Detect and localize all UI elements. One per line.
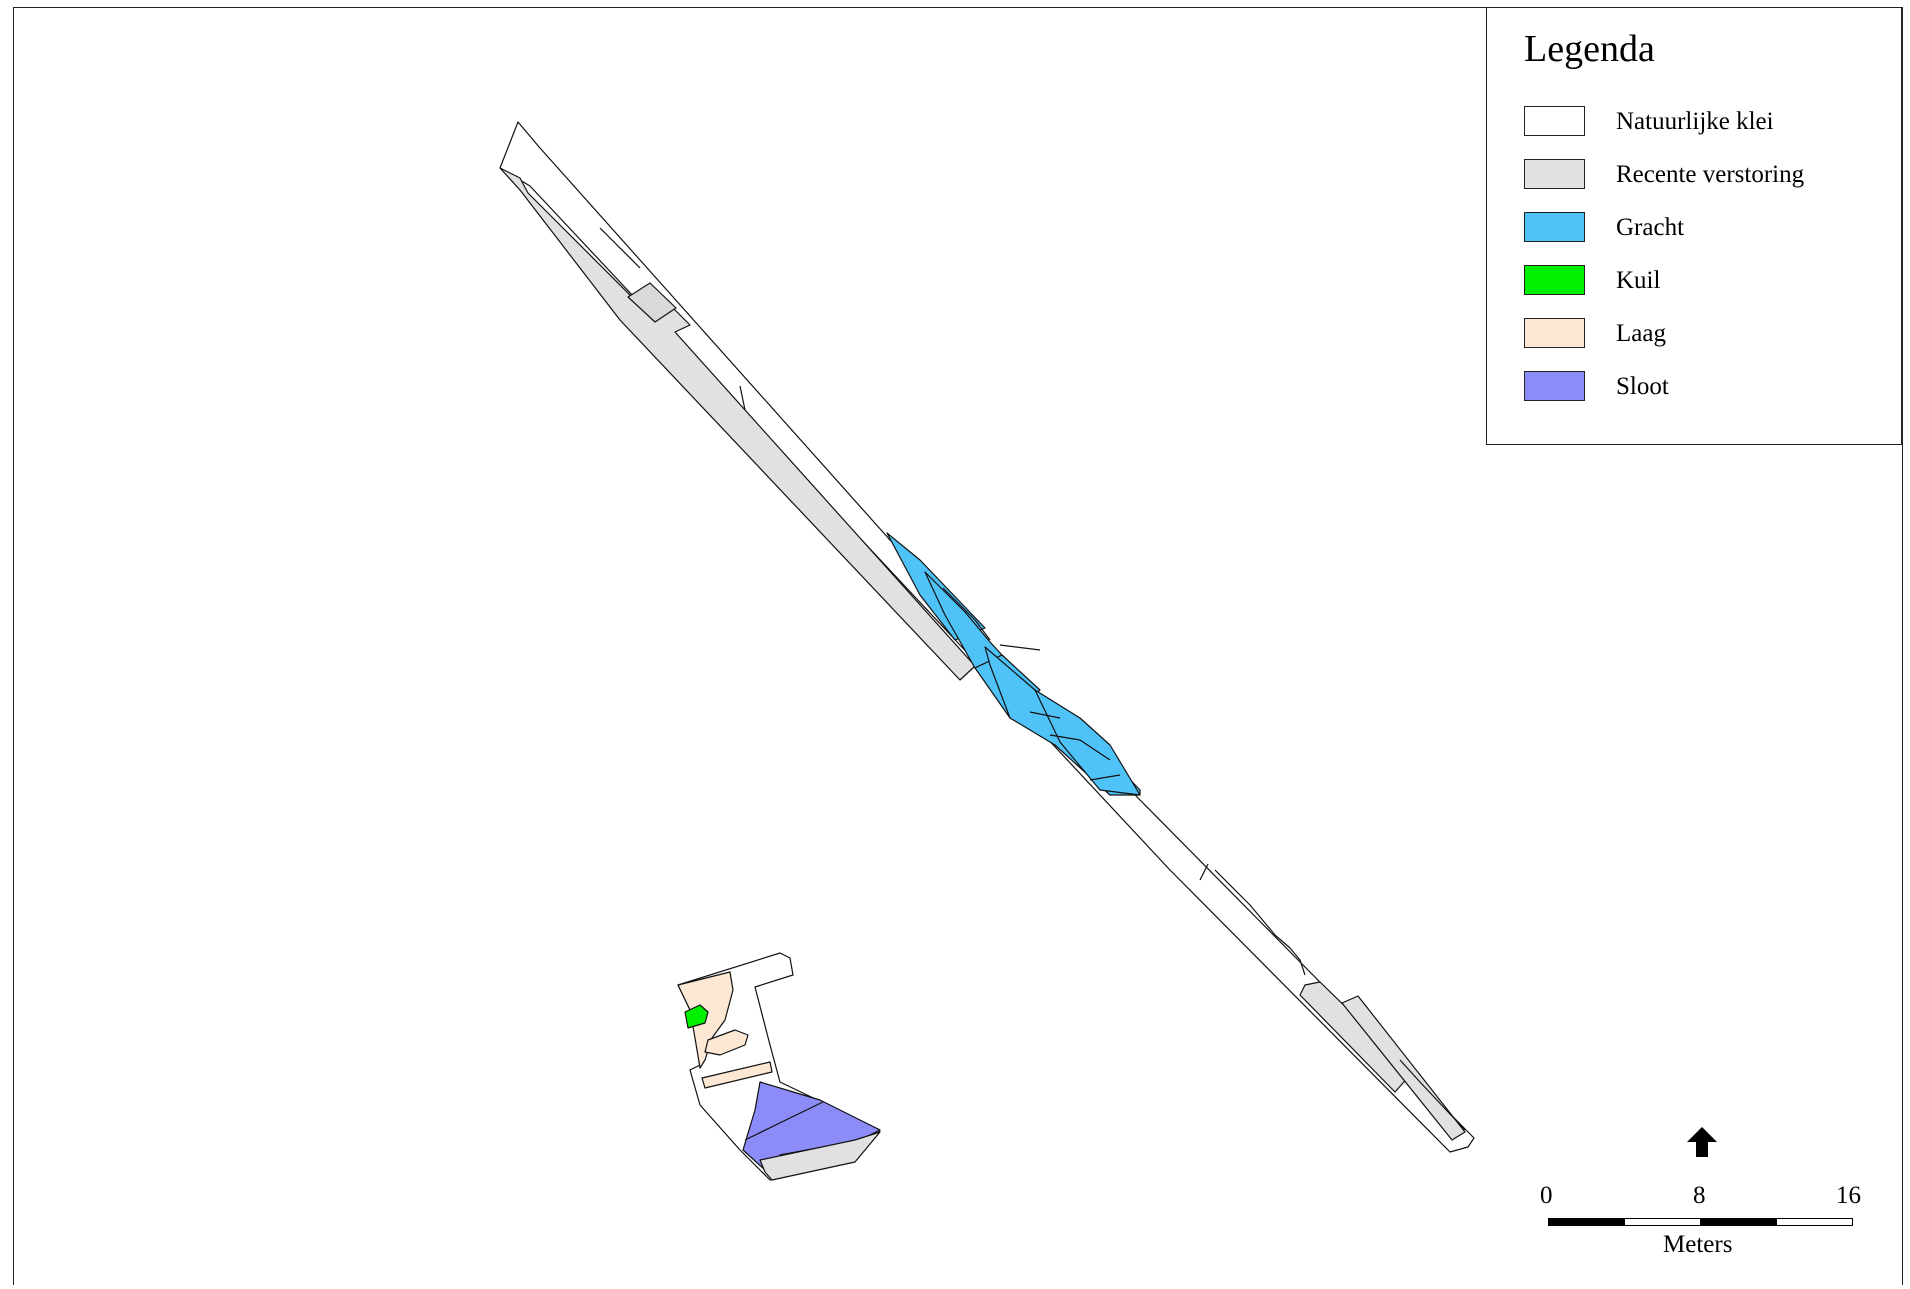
trench-line-2	[1199, 863, 1209, 881]
trench-line-5	[1029, 711, 1061, 719]
pit-sloot	[742, 1081, 881, 1171]
disturbance-box-north	[627, 282, 677, 323]
gracht-5	[1034, 689, 1141, 796]
legend-swatch	[1524, 106, 1585, 136]
legend-swatch	[1524, 159, 1585, 189]
legend-label: Natuurlijke klei	[1616, 108, 1774, 135]
legend-label: Kuil	[1616, 267, 1661, 294]
trench-line-4	[999, 644, 1041, 651]
legend-swatch	[1524, 265, 1585, 295]
trench-line-1	[739, 385, 746, 411]
trench-line-8	[1214, 869, 1306, 976]
scale-tick-8: 8	[1693, 1182, 1706, 1209]
legend-swatch	[1524, 318, 1585, 348]
pit-laag-2	[704, 1029, 749, 1056]
north-arrow-icon	[1687, 1127, 1717, 1157]
disturbance-north	[499, 167, 976, 681]
scale-bar-graphic	[1548, 1218, 1853, 1226]
pit-kuil	[684, 1004, 709, 1029]
pit-sloot-line	[744, 1101, 824, 1141]
pit-laag-3	[701, 1061, 773, 1089]
legend-swatch	[1524, 371, 1585, 401]
legend-label: Sloot	[1616, 373, 1669, 400]
legend-item-gracht: Gracht	[1524, 212, 1894, 244]
scale-unit: Meters	[1663, 1231, 1733, 1258]
legend-item-natuurlijke-klei: Natuurlijke klei	[1524, 106, 1894, 138]
trench-line-6	[1049, 734, 1111, 761]
legend-label: Laag	[1616, 320, 1666, 347]
legend-item-sloot: Sloot	[1524, 371, 1894, 403]
legend: Legenda Natuurlijke klei Recente verstor…	[1486, 7, 1902, 445]
trench-line-9	[1399, 1059, 1466, 1131]
legend-label: Gracht	[1616, 214, 1685, 241]
pit-disturbance	[759, 1131, 881, 1181]
trench-natural-clay	[499, 121, 1475, 1153]
trench-line-10	[599, 227, 641, 269]
scale-bar: 0 8 16 Meters	[1530, 1125, 1870, 1265]
legend-swatch	[1524, 212, 1585, 242]
legend-title: Legenda	[1524, 28, 1655, 70]
scale-tick-16: 16	[1836, 1182, 1861, 1209]
legend-item-kuil: Kuil	[1524, 265, 1894, 297]
legend-item-laag: Laag	[1524, 318, 1894, 350]
trench-line-7	[1089, 774, 1121, 781]
scale-tick-0: 0	[1540, 1182, 1553, 1209]
legend-item-recente-verstoring: Recente verstoring	[1524, 159, 1894, 191]
legend-label: Recente verstoring	[1616, 161, 1805, 188]
disturbance-south-2	[1341, 995, 1466, 1141]
trench-line-3	[942, 587, 991, 641]
